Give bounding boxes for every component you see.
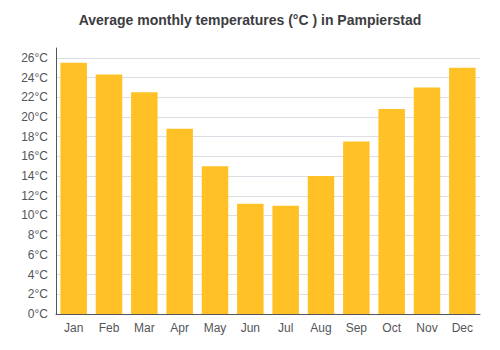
svg-text:Dec: Dec [452, 321, 473, 335]
svg-text:Average monthly temperatures (: Average monthly temperatures (°C ) in Pa… [79, 12, 422, 28]
svg-text:26°C: 26°C [21, 51, 48, 65]
svg-text:May: May [204, 321, 227, 335]
svg-text:6°C: 6°C [28, 248, 48, 262]
svg-text:16°C: 16°C [21, 149, 48, 163]
svg-text:Feb: Feb [99, 321, 120, 335]
svg-text:Jun: Jun [241, 321, 260, 335]
svg-text:8°C: 8°C [28, 228, 48, 242]
svg-text:18°C: 18°C [21, 130, 48, 144]
svg-text:Jan: Jan [64, 321, 83, 335]
svg-text:12°C: 12°C [21, 189, 48, 203]
svg-text:Nov: Nov [416, 321, 437, 335]
svg-text:Sep: Sep [346, 321, 368, 335]
svg-text:Jul: Jul [278, 321, 293, 335]
svg-text:0°C: 0°C [28, 307, 48, 321]
svg-text:Apr: Apr [170, 321, 189, 335]
svg-text:Mar: Mar [134, 321, 155, 335]
svg-text:4°C: 4°C [28, 268, 48, 282]
svg-text:24°C: 24°C [21, 71, 48, 85]
svg-text:14°C: 14°C [21, 169, 48, 183]
svg-text:10°C: 10°C [21, 208, 48, 222]
svg-text:2°C: 2°C [28, 287, 48, 301]
svg-text:Oct: Oct [382, 321, 401, 335]
svg-text:Aug: Aug [310, 321, 331, 335]
svg-text:20°C: 20°C [21, 110, 48, 124]
svg-text:22°C: 22°C [21, 90, 48, 104]
